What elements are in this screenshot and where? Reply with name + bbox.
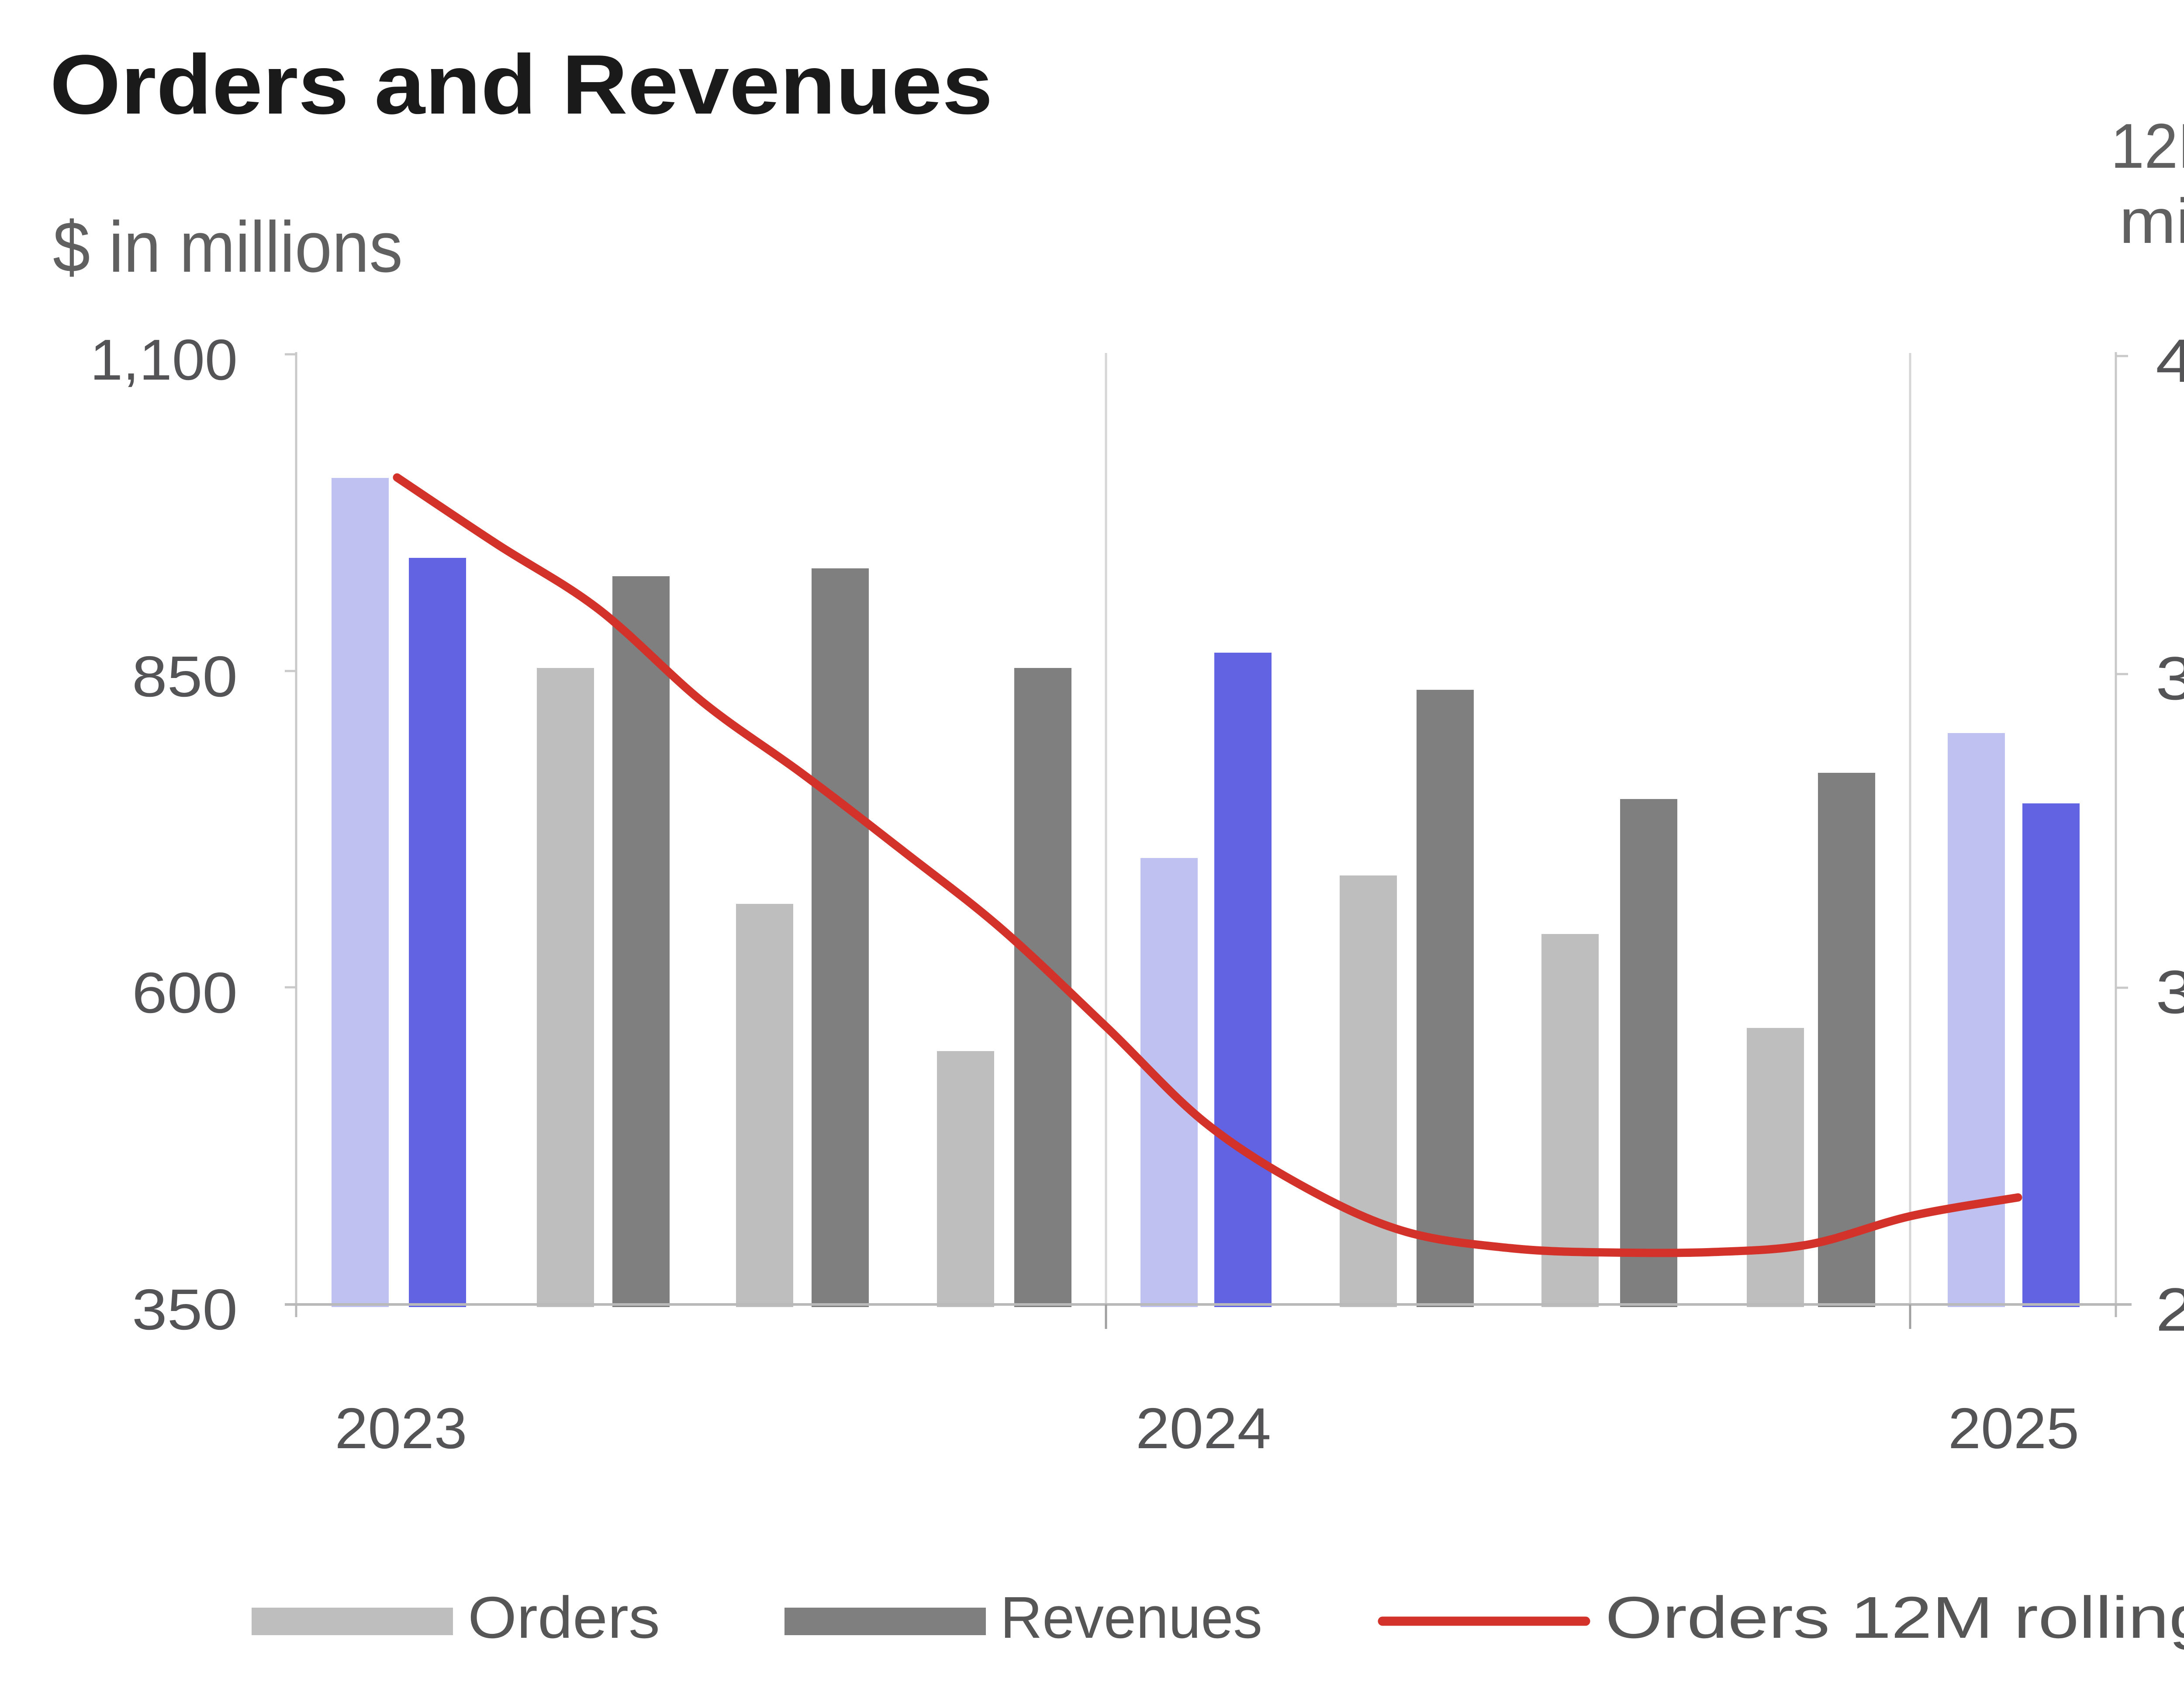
svg-text:350: 350 — [132, 1277, 238, 1342]
svg-text:2025: 2025 — [1948, 1396, 2079, 1460]
svg-text:2023: 2023 — [335, 1396, 467, 1460]
svg-text:3,500: 3,500 — [2156, 644, 2184, 713]
svg-text:Revenues: Revenues — [1000, 1584, 1262, 1650]
svg-text:Orders and Revenues: Orders and Revenues — [50, 37, 993, 131]
svg-text:1,100: 1,100 — [90, 328, 238, 392]
svg-text:millions: millions — [2119, 186, 2184, 256]
svg-text:600: 600 — [132, 961, 238, 1025]
svg-text:12M $ in: 12M $ in — [2111, 111, 2184, 181]
svg-text:2,500: 2,500 — [2156, 1275, 2184, 1344]
svg-text:Orders 12M rolling: Orders 12M rolling — [1605, 1584, 2184, 1650]
svg-text:2024: 2024 — [1136, 1396, 1271, 1460]
svg-text:$ in millions: $ in millions — [53, 207, 403, 287]
svg-text:4,000: 4,000 — [2156, 326, 2184, 395]
svg-text:850: 850 — [132, 644, 238, 709]
svg-text:Orders: Orders — [468, 1584, 660, 1650]
svg-text:3,000: 3,000 — [2156, 958, 2184, 1026]
